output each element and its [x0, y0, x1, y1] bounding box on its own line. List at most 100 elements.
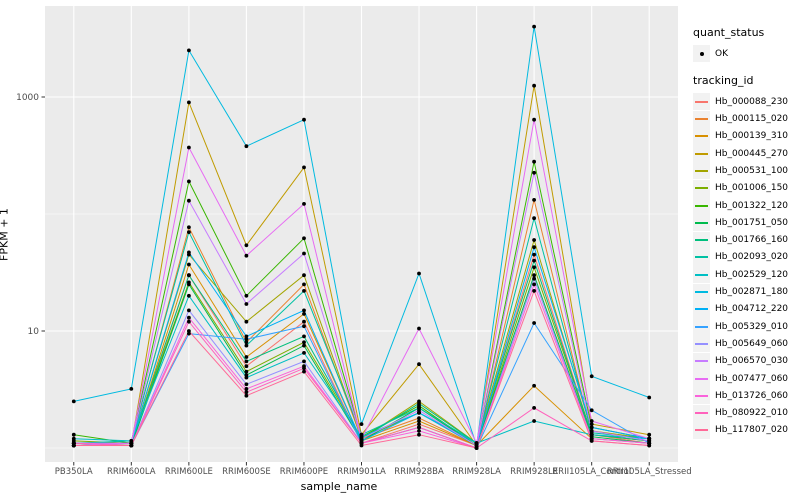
data-point[interactable] [244, 369, 249, 374]
data-point[interactable] [532, 282, 536, 287]
data-point[interactable] [187, 282, 191, 287]
legend-item-Hb_000445_270[interactable]: Hb_000445_270 [693, 145, 799, 163]
data-point[interactable] [302, 202, 306, 206]
data-point[interactable] [244, 359, 249, 364]
legend-item-Hb_013726_060[interactable]: Hb_013726_060 [693, 387, 799, 405]
legend-item-Hb_001006_150[interactable]: Hb_001006_150 [693, 179, 799, 197]
data-point[interactable] [532, 216, 536, 221]
data-point[interactable] [359, 443, 364, 448]
data-point[interactable] [187, 319, 191, 324]
data-point[interactable] [187, 225, 191, 230]
data-point[interactable] [532, 321, 536, 325]
data-point[interactable] [244, 243, 249, 248]
data-point[interactable] [647, 395, 652, 400]
legend-item-Hb_117807_020[interactable]: Hb_117807_020 [693, 421, 799, 439]
data-point[interactable] [187, 273, 191, 278]
legend-item-Hb_002871_180[interactable]: Hb_002871_180 [693, 283, 799, 301]
data-point[interactable] [417, 419, 421, 423]
data-point[interactable] [532, 83, 536, 88]
data-point[interactable] [532, 265, 536, 270]
data-point[interactable] [302, 351, 306, 355]
data-point[interactable] [302, 334, 306, 339]
data-point[interactable] [129, 443, 134, 448]
data-point[interactable] [359, 436, 364, 441]
data-point[interactable] [187, 329, 191, 333]
data-point[interactable] [187, 308, 191, 313]
data-point[interactable] [244, 393, 249, 398]
data-point[interactable] [417, 408, 421, 413]
data-point[interactable] [302, 273, 306, 278]
data-point[interactable] [532, 198, 536, 202]
legend-item-Hb_002529_120[interactable]: Hb_002529_120 [693, 266, 799, 284]
data-point[interactable] [647, 436, 652, 441]
legend-item-Hb_005329_010[interactable]: Hb_005329_010 [693, 318, 799, 336]
data-point[interactable] [187, 315, 191, 320]
data-point[interactable] [71, 432, 76, 437]
data-point[interactable] [244, 364, 249, 369]
data-point[interactable] [647, 432, 652, 437]
data-point[interactable] [532, 406, 536, 410]
data-point[interactable] [187, 100, 191, 105]
data-point[interactable] [589, 422, 594, 426]
data-point[interactable] [302, 117, 306, 122]
data-point[interactable] [71, 436, 76, 441]
legend-item-Hb_001322_120[interactable]: Hb_001322_120 [693, 197, 799, 215]
data-point[interactable] [187, 198, 191, 203]
data-point[interactable] [302, 236, 306, 241]
data-point[interactable] [244, 319, 249, 324]
data-point[interactable] [244, 340, 249, 345]
data-point[interactable] [474, 441, 479, 446]
legend-item-Hb_000115_020[interactable]: Hb_000115_020 [693, 110, 799, 128]
data-point[interactable] [417, 425, 421, 430]
data-point[interactable] [417, 326, 421, 331]
data-point[interactable] [129, 387, 134, 391]
data-point[interactable] [302, 366, 306, 371]
data-point[interactable] [244, 382, 249, 387]
data-point[interactable] [532, 159, 536, 164]
data-point[interactable] [532, 383, 536, 388]
data-point[interactable] [244, 343, 249, 348]
legend-item-Hb_000531_100[interactable]: Hb_000531_100 [693, 162, 799, 180]
data-point[interactable] [302, 282, 306, 287]
data-point[interactable] [532, 258, 536, 263]
data-point[interactable] [244, 334, 249, 339]
data-point[interactable] [244, 302, 249, 306]
legend-item-Hb_001766_160[interactable]: Hb_001766_160 [693, 231, 799, 249]
data-point[interactable] [532, 252, 536, 257]
data-point[interactable] [359, 422, 364, 426]
data-point[interactable] [187, 230, 191, 235]
data-point[interactable] [244, 375, 249, 380]
data-point[interactable] [187, 145, 191, 150]
data-point[interactable] [302, 343, 306, 348]
data-point[interactable] [244, 293, 249, 298]
data-point[interactable] [589, 408, 594, 413]
legend-item-Hb_000088_230[interactable]: Hb_000088_230 [693, 93, 799, 111]
legend-item-Hb_004712_220[interactable]: Hb_004712_220 [693, 300, 799, 318]
data-point[interactable] [589, 374, 594, 379]
data-point[interactable] [532, 276, 536, 281]
data-point[interactable] [302, 312, 306, 316]
data-point[interactable] [187, 293, 191, 298]
data-point[interactable] [71, 443, 76, 448]
data-point[interactable] [532, 170, 536, 175]
data-point[interactable] [532, 24, 536, 29]
legend-item-Hb_002093_020[interactable]: Hb_002093_020 [693, 248, 799, 266]
data-point[interactable] [589, 439, 594, 443]
data-point[interactable] [417, 416, 421, 420]
data-point[interactable] [302, 324, 306, 329]
data-point[interactable] [532, 117, 536, 122]
data-point[interactable] [417, 362, 421, 367]
data-point[interactable] [302, 308, 306, 313]
data-point[interactable] [589, 432, 594, 437]
data-point[interactable] [244, 387, 249, 391]
data-point[interactable] [302, 251, 306, 256]
data-point[interactable] [302, 319, 306, 324]
data-point[interactable] [417, 429, 421, 433]
legend-item-Hb_001751_050[interactable]: Hb_001751_050 [693, 214, 799, 232]
data-point[interactable] [302, 359, 306, 364]
data-point[interactable] [532, 289, 536, 293]
data-point[interactable] [532, 419, 536, 423]
data-point[interactable] [532, 273, 536, 278]
data-point[interactable] [187, 179, 191, 184]
data-point[interactable] [187, 250, 191, 255]
